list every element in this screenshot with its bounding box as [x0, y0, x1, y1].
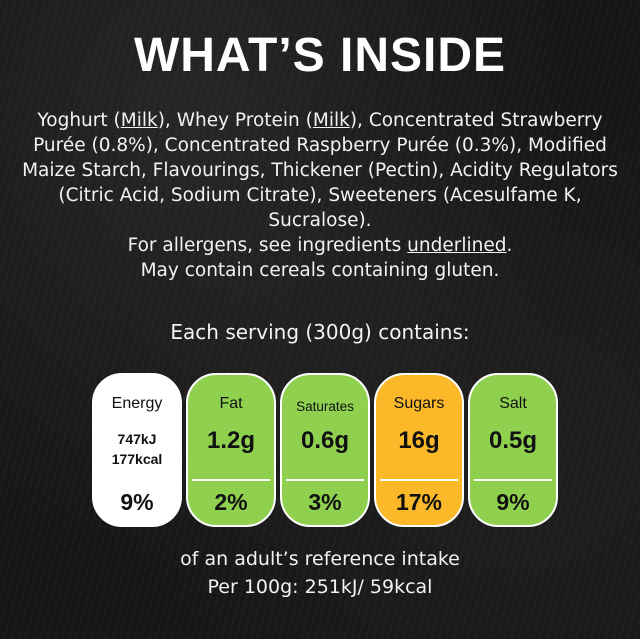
- badge-value: 16g: [398, 427, 440, 454]
- badge-percent: 9%: [496, 488, 530, 515]
- nutrition-badges: Energy 747kJ 177kcal 9% Fat 1.2g 2% Satu…: [92, 373, 558, 527]
- badge-energy: Energy 747kJ 177kcal 9%: [92, 373, 182, 527]
- badge-energy-kj: 747kJ: [117, 431, 157, 447]
- badge-percent: 9%: [94, 479, 180, 525]
- badge-label: Fat: [219, 395, 243, 412]
- ingredients-part: Yoghurt (: [37, 110, 121, 131]
- page-title: WHAT’S INSIDE: [133, 29, 507, 82]
- badge-percent: 2%: [214, 488, 248, 515]
- badge-label: Energy: [111, 395, 163, 412]
- allergen-note-end: .: [506, 235, 513, 256]
- allergen-note: For allergens, see ingredients: [127, 235, 408, 256]
- badge-saturates: Saturates 0.6g 3%: [280, 373, 370, 527]
- badge-energy-kcal: 177kcal: [111, 451, 163, 467]
- may-contain-note: May contain cereals containing gluten.: [140, 260, 500, 281]
- per-100g-note: Per 100g: 251kJ/ 59kcal: [207, 576, 433, 598]
- badge-fat: Fat 1.2g 2%: [186, 373, 276, 527]
- reference-intake-note: of an adult’s reference intake: [180, 548, 460, 570]
- badge-value: 0.5g: [488, 427, 538, 454]
- badge-sugars-top: Sugars 16g: [376, 375, 462, 479]
- badge-divider: [380, 479, 458, 481]
- badge-divider: [192, 479, 270, 481]
- allergen-milk: Milk: [120, 110, 158, 131]
- ingredients-part: ), Whey Protein (: [157, 110, 313, 131]
- badge-salt: Salt 0.5g 9%: [468, 373, 558, 527]
- badge-fat-top: Fat 1.2g: [188, 375, 274, 479]
- badge-saturates-top: Saturates 0.6g: [282, 375, 368, 479]
- badge-value: 1.2g: [206, 427, 256, 454]
- badge-value: 0.6g: [300, 427, 350, 454]
- badge-divider: [474, 479, 552, 481]
- badge-label: Saturates: [296, 399, 354, 414]
- ingredients-part: ), Concentrated Strawberry Purée (0.8%),…: [22, 110, 618, 231]
- serving-size: Each serving (300g) contains:: [170, 320, 470, 344]
- ingredients-text: Yoghurt (Milk), Whey Protein (Milk), Con…: [14, 108, 626, 283]
- badge-divider: [286, 479, 364, 481]
- badge-label: Salt: [499, 395, 527, 412]
- badge-salt-top: Salt 0.5g: [470, 375, 556, 479]
- allergen-note-underlined: underlined: [407, 235, 507, 256]
- badge-label: Sugars: [393, 395, 445, 412]
- badge-percent: 3%: [308, 488, 342, 515]
- badge-sugars: Sugars 16g 17%: [374, 373, 464, 527]
- badge-percent: 17%: [395, 488, 443, 515]
- badge-energy-top: Energy 747kJ 177kcal: [94, 375, 180, 479]
- allergen-milk: Milk: [312, 110, 350, 131]
